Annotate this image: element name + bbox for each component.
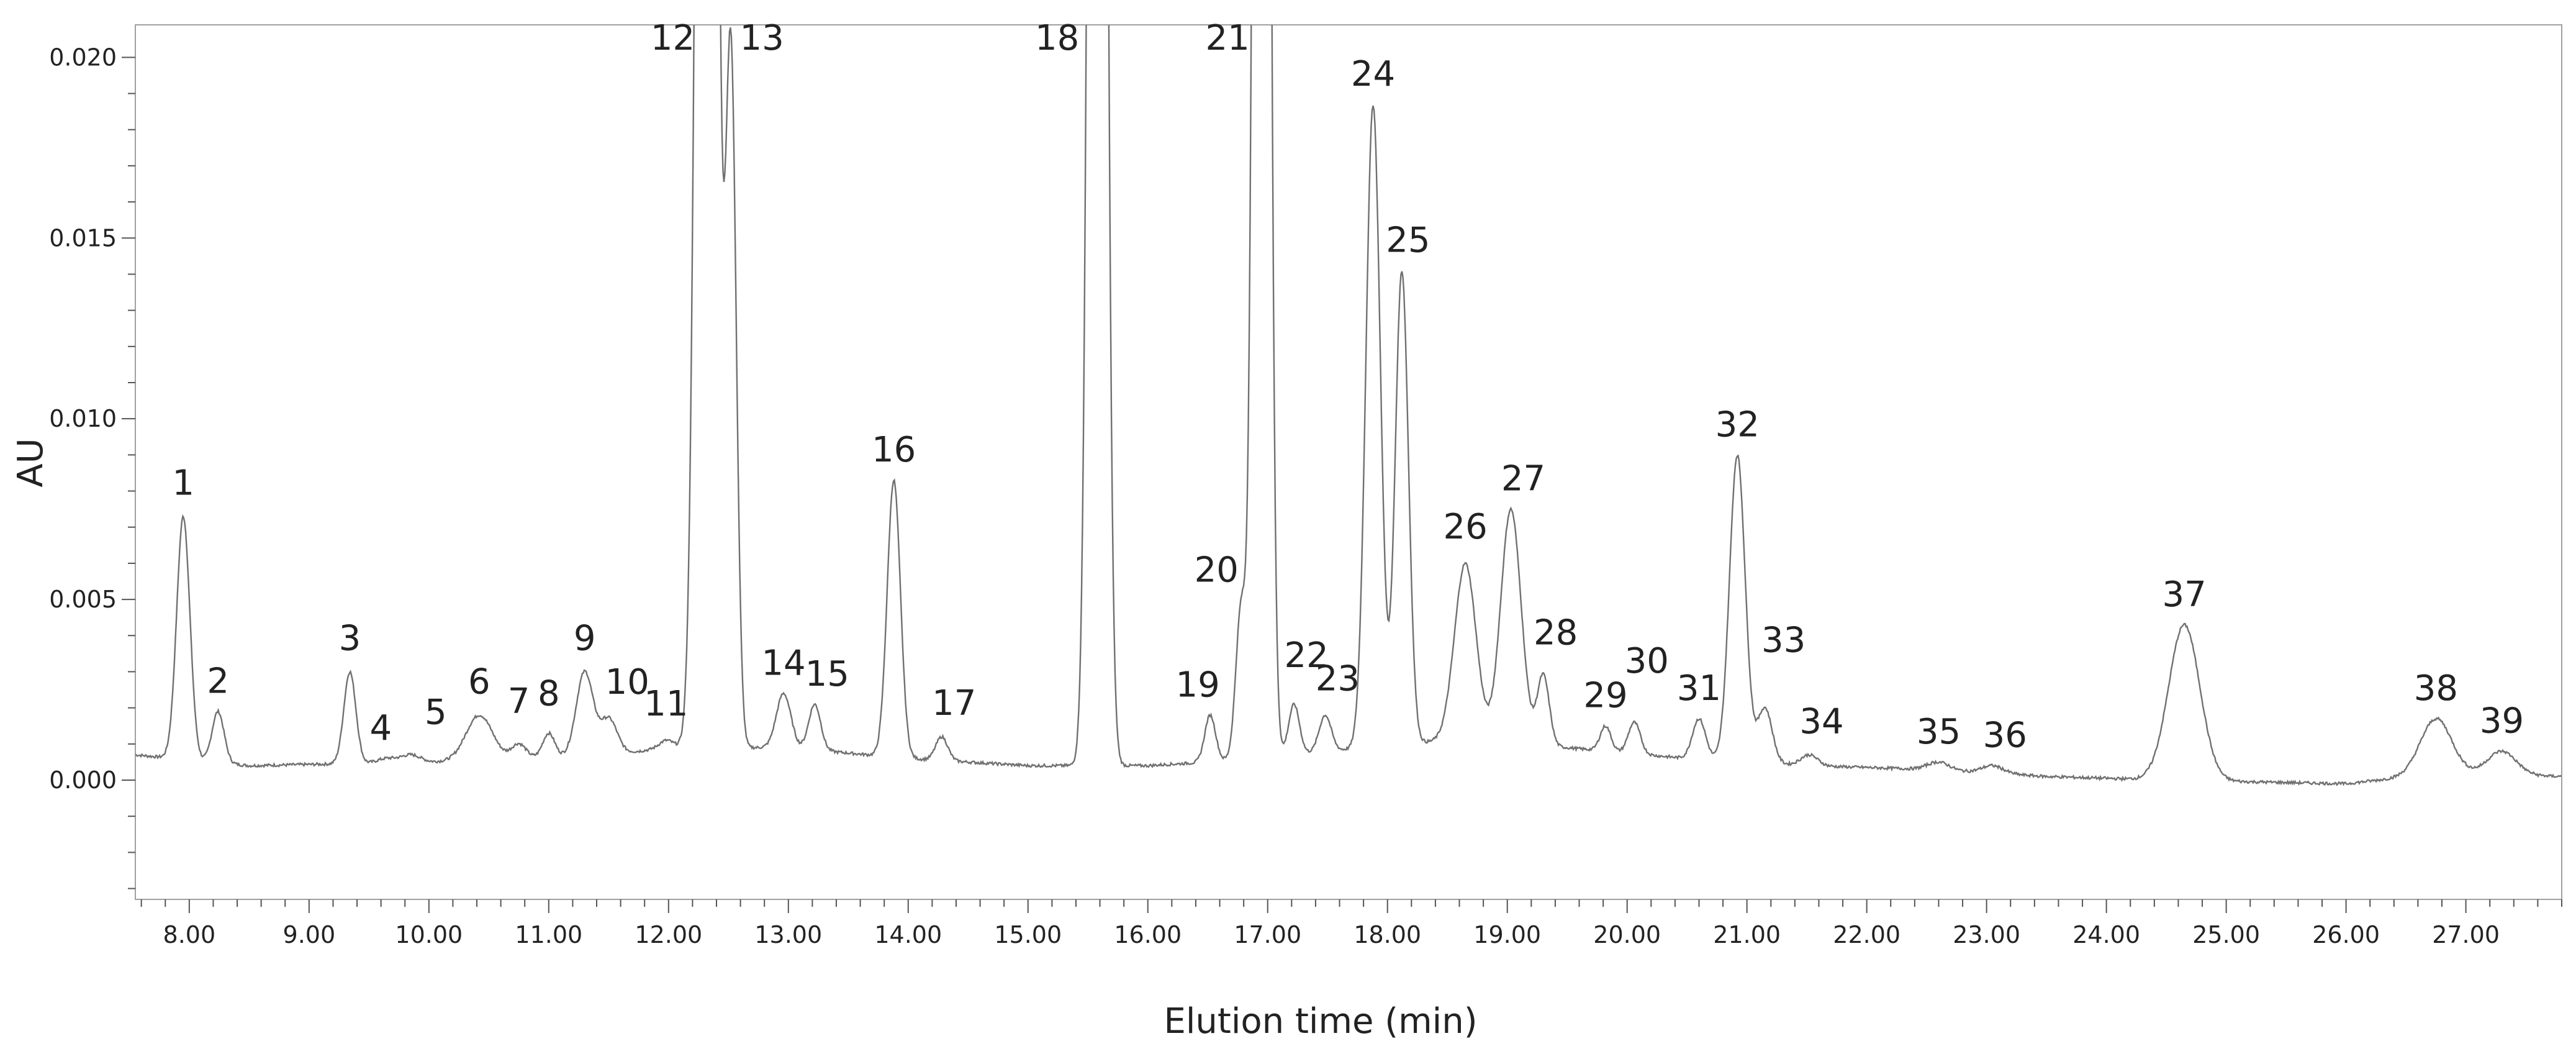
y-tick-label: 0.010 [49,405,117,432]
peak-label: 5 [425,692,447,732]
peak-label: 10 [605,662,649,702]
peak-label: 13 [740,18,784,58]
x-tick-label: 19.00 [1473,921,1541,948]
peak-label: 9 [574,618,596,658]
x-tick-label: 21.00 [1713,921,1781,948]
x-tick-label: 9.00 [283,921,336,948]
peak-label: 18 [1035,18,1079,58]
x-tick-label: 25.00 [2192,921,2260,948]
peak-label: 28 [1534,612,1578,653]
y-axis-title: AU [11,438,51,487]
x-tick-label: 23.00 [1953,921,2020,948]
x-tick-label: 24.00 [2072,921,2140,948]
x-tick-label: 14.00 [874,921,942,948]
peak-label: 21 [1205,18,1249,58]
x-axis-title: Elution time (min) [1164,1001,1477,1042]
peak-label: 14 [761,643,805,683]
peak-label: 16 [872,430,916,470]
x-tick-label: 22.00 [1833,921,1900,948]
x-tick-label: 18.00 [1354,921,1421,948]
peak-label: 1 [172,463,194,503]
peak-label: 34 [1799,701,1843,742]
peak-label: 20 [1195,550,1239,591]
x-tick-label: 16.00 [1114,921,1182,948]
x-tick-label: 17.00 [1234,921,1301,948]
x-tick-label: 15.00 [994,921,1062,948]
peak-label: 17 [932,683,976,724]
y-tick-label: 0.000 [49,766,117,794]
x-tick-label: 11.00 [515,921,582,948]
peak-label: 8 [538,673,560,714]
peak-label: 23 [1316,658,1360,699]
peak-label: 12 [651,18,695,58]
peak-label: 6 [468,661,490,702]
peak-label: 4 [369,708,392,748]
peak-label: 35 [1917,712,1961,752]
x-tick-label: 8.00 [163,921,216,948]
peak-label: 33 [1761,620,1805,661]
x-tick-label: 20.00 [1593,921,1661,948]
peak-label: 29 [1583,676,1627,716]
peak-label: 15 [805,654,849,694]
x-tick-label: 10.00 [395,921,463,948]
peak-label: 19 [1175,665,1219,705]
x-tick-label: 12.00 [635,921,702,948]
peak-label: 31 [1677,668,1721,709]
x-tick-label: 13.00 [754,921,822,948]
peak-label: 36 [1983,716,2027,756]
y-tick-label: 0.015 [49,224,117,252]
y-tick-label: 0.020 [49,43,117,71]
peak-label: 2 [207,661,229,701]
peak-label: 11 [644,684,688,724]
peak-label: 39 [2480,701,2524,741]
y-tick-label: 0.005 [49,586,117,613]
peak-label: 30 [1625,641,1669,681]
peak-label: 32 [1715,404,1760,445]
peak-label: 37 [2162,575,2206,615]
peak-label: 3 [339,618,361,658]
peak-label: 24 [1351,54,1395,94]
peak-label: 38 [2414,668,2458,709]
peak-label: 27 [1501,459,1545,499]
x-tick-label: 27.00 [2432,921,2500,948]
peak-label: 7 [508,681,530,722]
peak-label: 26 [1444,507,1488,547]
peak-label: 25 [1386,220,1430,261]
x-tick-label: 26.00 [2312,921,2380,948]
